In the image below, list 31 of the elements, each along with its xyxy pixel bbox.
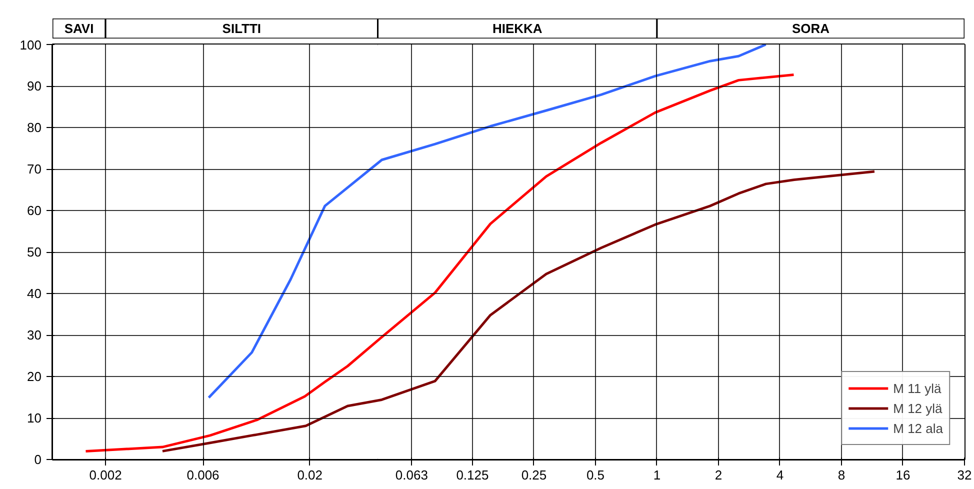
x-tick-label: 32 — [957, 468, 972, 482]
y-tick-label: 50 — [27, 244, 42, 260]
y-tick-label: 40 — [27, 286, 42, 301]
legend-label: M 11 ylä — [893, 380, 942, 396]
x-tick-label: 0.006 — [186, 468, 220, 482]
x-tick-label: 8 — [838, 468, 846, 482]
x-tick-label: 16 — [896, 468, 910, 482]
y-tick-label: 30 — [27, 328, 42, 342]
x-tick-label: 0.125 — [456, 468, 489, 482]
x-tick-label: 0.5 — [586, 468, 605, 482]
band-label: SILTTI — [222, 21, 262, 36]
band-label: SORA — [792, 21, 830, 36]
legend-label: M 12 ala — [893, 420, 943, 436]
y-tick-label: 0 — [34, 452, 42, 467]
band-label: SAVI — [64, 21, 94, 36]
y-tick-label: 90 — [27, 78, 42, 94]
x-tick-label: 0.02 — [297, 468, 323, 482]
x-tick-label: 0.25 — [521, 468, 547, 482]
y-tick-label: 10 — [27, 410, 42, 426]
y-tick-label: 70 — [27, 162, 42, 176]
y-tick-label: 20 — [27, 369, 42, 384]
x-tick-label: 4 — [776, 468, 784, 482]
x-tick-label: 1 — [653, 468, 661, 482]
y-tick-label: 80 — [27, 120, 42, 135]
x-tick-label: 2 — [714, 468, 722, 482]
x-tick-label: 0.063 — [395, 468, 428, 482]
y-tick-label: 60 — [27, 203, 42, 218]
y-tick-label: 100 — [20, 38, 42, 52]
legend-label: M 12 ylä — [893, 400, 942, 416]
x-tick-label: 0.002 — [89, 468, 122, 482]
band-label: HIEKKA — [492, 21, 543, 36]
